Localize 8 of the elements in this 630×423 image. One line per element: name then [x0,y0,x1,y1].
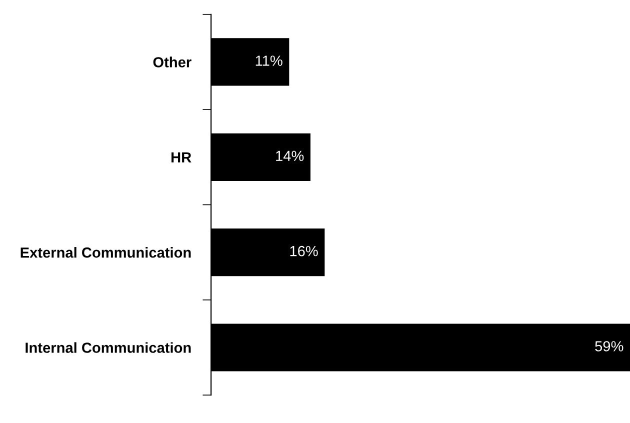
data-label: 59% [595,341,624,352]
y-tick-label: Other [153,56,192,68]
data-label: 11% [256,56,282,66]
y-tick-label: External Communication [20,247,191,258]
y-tick-label: HR [172,152,192,162]
data-label: 14% [276,150,304,161]
y-tick-label: Internal Communication [26,342,191,353]
data-label: 16% [290,246,318,256]
